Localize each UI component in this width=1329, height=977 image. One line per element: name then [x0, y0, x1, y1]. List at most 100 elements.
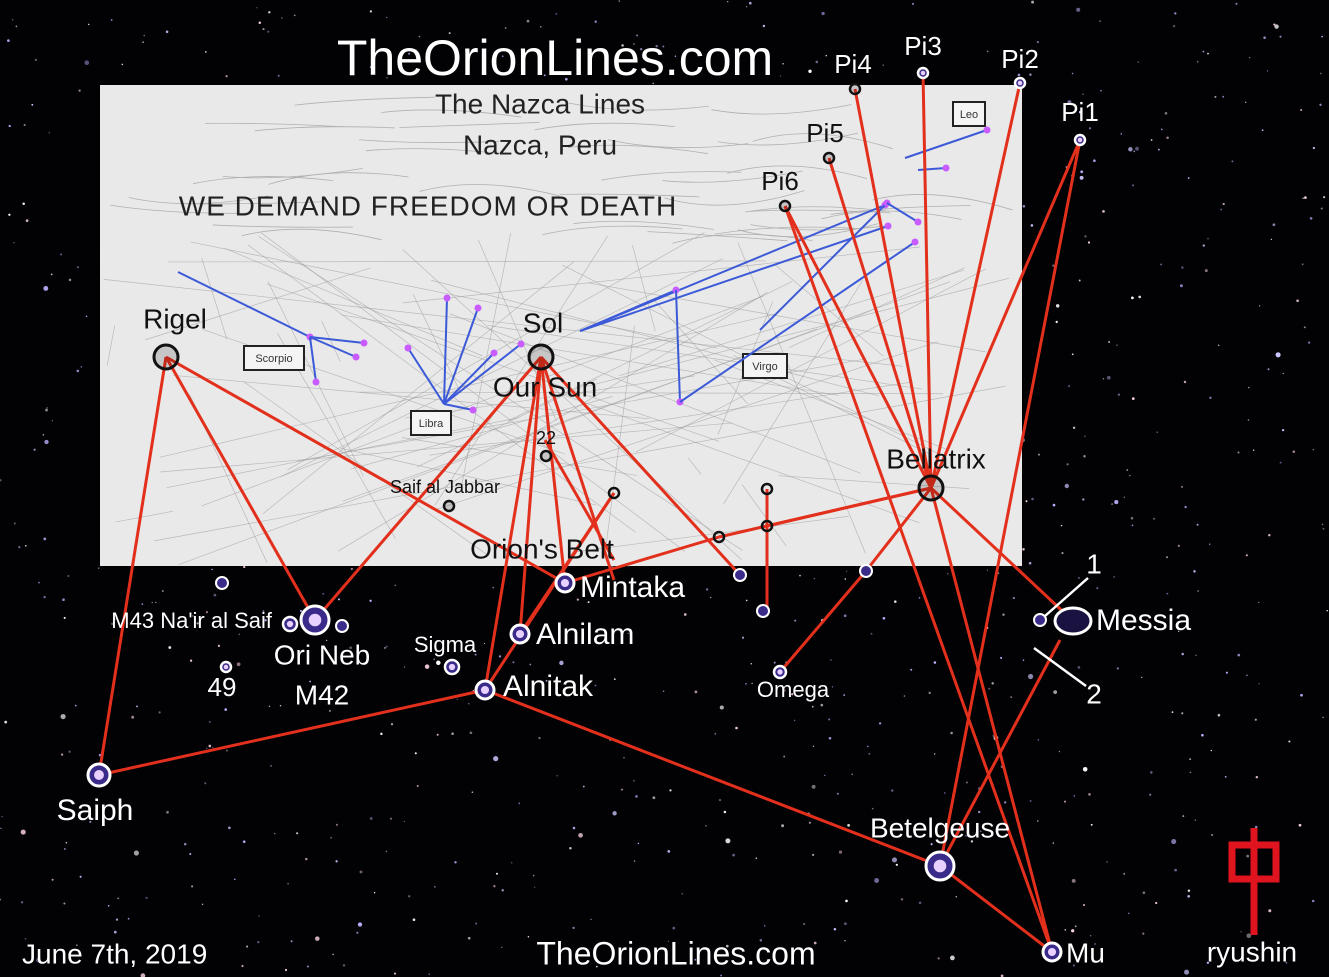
bg-star	[7, 39, 10, 42]
map-marker	[712, 530, 726, 544]
bg-star	[386, 16, 388, 19]
star-label: M42	[295, 679, 349, 710]
bg-star	[1207, 52, 1209, 55]
bg-star	[335, 860, 338, 863]
map-contour	[419, 184, 560, 197]
bg-star	[8, 124, 11, 128]
bg-star	[474, 653, 477, 656]
map-contour	[294, 96, 435, 106]
bg-star	[1282, 372, 1284, 375]
bg-star	[735, 726, 738, 730]
bg-star	[882, 616, 886, 620]
bg-star	[110, 19, 113, 21]
bg-star	[751, 682, 753, 685]
bg-star	[471, 791, 474, 794]
bg-star	[155, 601, 157, 604]
bg-star	[1214, 95, 1217, 98]
bg-star	[527, 935, 530, 938]
bg-star	[208, 744, 212, 748]
bg-star	[944, 792, 946, 794]
map-contour	[821, 210, 962, 220]
bg-star	[1307, 341, 1311, 344]
star-label: Sigma	[414, 632, 477, 657]
bg-star	[1202, 50, 1205, 53]
bg-star	[258, 21, 262, 25]
bg-star	[1179, 284, 1183, 288]
bg-star	[117, 897, 119, 900]
map-line	[741, 484, 787, 547]
map-line	[160, 422, 733, 473]
bg-star	[1246, 674, 1248, 677]
bg-star	[1090, 935, 1092, 937]
bg-star	[359, 870, 363, 874]
blue-line	[177, 271, 311, 338]
bg-star	[1052, 842, 1054, 844]
bg-star	[843, 614, 847, 618]
bg-star	[1010, 696, 1013, 699]
bg-star	[1166, 592, 1169, 595]
bg-star	[306, 965, 309, 968]
map-contour	[608, 139, 749, 149]
bg-star	[1025, 500, 1028, 503]
bg-star	[189, 852, 192, 856]
bg-star	[1171, 839, 1177, 845]
bg-star	[428, 973, 431, 975]
red-line	[864, 487, 933, 572]
bg-star	[537, 59, 541, 63]
blue-node	[911, 238, 919, 246]
bg-star	[1275, 352, 1281, 358]
map-line	[106, 325, 116, 366]
bg-star	[727, 1, 729, 3]
bg-star	[13, 242, 15, 244]
red-line	[929, 139, 1082, 489]
bg-star	[1142, 891, 1146, 895]
bg-star	[18, 546, 21, 549]
red-line	[164, 356, 317, 621]
bg-star	[762, 24, 766, 28]
bg-star	[15, 25, 18, 28]
bg-star	[1183, 380, 1187, 384]
bg-star	[1123, 496, 1126, 499]
bg-star	[264, 619, 267, 622]
bg-star	[74, 704, 77, 707]
bg-star	[1037, 453, 1041, 456]
star-marker	[1053, 606, 1093, 636]
bg-star	[78, 89, 81, 92]
star-label: 49	[208, 672, 237, 702]
bg-star	[342, 964, 346, 967]
bg-star	[1204, 269, 1208, 273]
bg-star	[1131, 524, 1134, 527]
bg-star	[385, 645, 388, 648]
bg-star	[158, 711, 161, 714]
star-marker	[442, 499, 456, 513]
bg-star	[424, 664, 430, 669]
bg-star	[1156, 431, 1158, 433]
bg-star	[290, 940, 293, 943]
bg-star	[538, 736, 541, 740]
bg-star	[1058, 750, 1061, 753]
bg-star	[1153, 517, 1156, 520]
bg-star	[165, 30, 169, 34]
bg-star	[950, 955, 955, 961]
bg-star	[681, 892, 683, 895]
bg-star	[1207, 238, 1209, 240]
bg-star	[332, 953, 334, 956]
bg-star	[1111, 503, 1114, 506]
bg-star	[166, 810, 169, 814]
bg-star	[1304, 196, 1307, 199]
star-label: Pi4	[834, 49, 872, 79]
bg-star	[1312, 449, 1315, 451]
bg-star	[369, 599, 372, 602]
bg-star	[965, 834, 967, 837]
bg-star	[287, 882, 289, 885]
bg-star	[270, 765, 272, 767]
bg-star	[1117, 393, 1121, 396]
bg-star	[469, 731, 473, 735]
bg-star	[694, 958, 697, 961]
bg-star	[168, 646, 172, 649]
bg-star	[60, 714, 66, 720]
bg-star	[1246, 933, 1252, 939]
bg-star	[748, 1, 752, 5]
bg-star	[933, 753, 936, 755]
